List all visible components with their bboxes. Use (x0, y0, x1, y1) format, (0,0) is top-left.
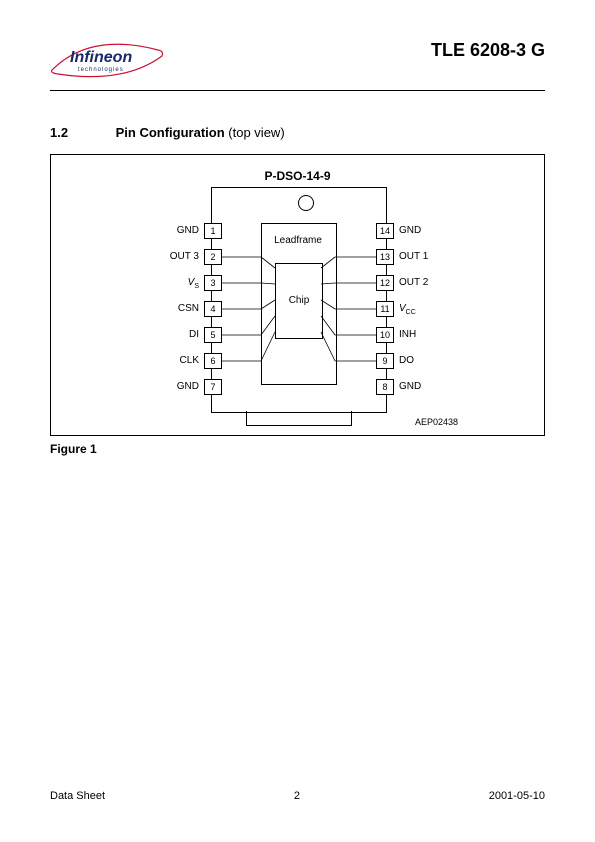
drawing-number: AEP02438 (415, 417, 458, 427)
footer: Data Sheet 2 2001-05-10 (50, 790, 545, 802)
figure-box: P-DSO-14-9 Leadframe Chip 1GND2OUT 33VS4… (50, 154, 545, 436)
pin-4: 4 (204, 301, 222, 317)
pin-label-5: DI (165, 329, 199, 340)
pin-13: 13 (376, 249, 394, 265)
svg-text:Infineon: Infineon (70, 49, 132, 66)
pin-label-12: OUT 2 (399, 277, 437, 288)
pin-6: 6 (204, 353, 222, 369)
pin-label-6: CLK (165, 355, 199, 366)
pin-9: 9 (376, 353, 394, 369)
pin-label-1: GND (165, 225, 199, 236)
pin-label-13: OUT 1 (399, 251, 437, 262)
bond-wires (51, 155, 546, 435)
figure-caption: Figure 1 (50, 442, 545, 456)
section-subtitle: (top view) (228, 125, 284, 140)
pin-label-11: VCC (399, 303, 437, 316)
header: Infineon technologies TLE 6208-3 G (50, 40, 545, 91)
section-title: Pin Configuration (116, 125, 225, 140)
pin-12: 12 (376, 275, 394, 291)
svg-text:technologies: technologies (78, 67, 124, 73)
pin-1: 1 (204, 223, 222, 239)
pin-7: 7 (204, 379, 222, 395)
pin-label-4: CSN (165, 303, 199, 314)
footer-left: Data Sheet (50, 790, 105, 802)
pin-label-2: OUT 3 (165, 251, 199, 262)
pin-label-14: GND (399, 225, 437, 236)
pin-label-9: DO (399, 355, 437, 366)
pin-14: 14 (376, 223, 394, 239)
pin-3: 3 (204, 275, 222, 291)
pin-label-3: VS (165, 277, 199, 290)
pin-2: 2 (204, 249, 222, 265)
pin-10: 10 (376, 327, 394, 343)
footer-date: 2001-05-10 (489, 790, 545, 802)
pin-11: 11 (376, 301, 394, 317)
footer-page: 2 (294, 790, 300, 802)
section-number: 1.2 (50, 125, 112, 140)
product-title: TLE 6208-3 G (431, 40, 545, 61)
pin-label-10: INH (399, 329, 437, 340)
infineon-logo: Infineon technologies (50, 40, 170, 84)
pin-5: 5 (204, 327, 222, 343)
section-heading: 1.2 Pin Configuration (top view) (50, 125, 545, 140)
pin-label-7: GND (165, 381, 199, 392)
pin-label-8: GND (399, 381, 437, 392)
pin-8: 8 (376, 379, 394, 395)
